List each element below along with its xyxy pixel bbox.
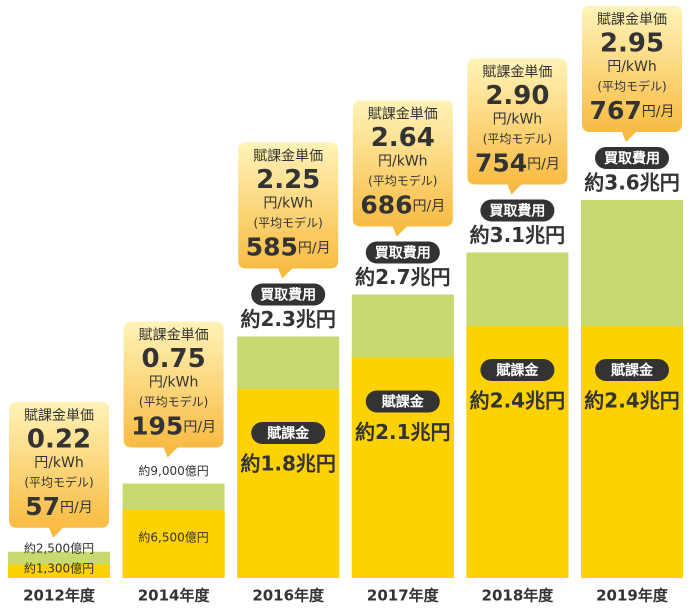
unit-price: 2.64 — [371, 123, 435, 153]
callout — [582, 6, 682, 142]
monthly: 195円/月 — [131, 412, 216, 441]
unit-price: 0.75 — [142, 344, 206, 374]
series-name: 賦課金 — [381, 394, 425, 411]
series-pill — [595, 359, 669, 381]
callout-title: 賦課金単価 — [482, 65, 552, 81]
levy-label: 約1,300億円 — [24, 561, 94, 576]
callout — [467, 58, 568, 195]
series-name: 賦課金 — [610, 362, 654, 379]
monthly-unit: 円/月 — [642, 104, 675, 120]
callout-title: 賦課金単価 — [253, 149, 323, 165]
unit-price: 2.90 — [485, 81, 549, 111]
x-tick-label: 2016年度 — [252, 587, 325, 605]
series-pill — [365, 241, 440, 264]
monthly-unit: 円/月 — [413, 199, 446, 215]
purchase-label: 約9,000億円 — [138, 463, 208, 478]
unit-price: 0.22 — [27, 424, 91, 454]
monthly-unit: 円/月 — [183, 420, 216, 436]
series-pill — [365, 390, 440, 413]
series-pill — [480, 199, 555, 222]
monthly-unit: 円/月 — [527, 157, 560, 173]
model-label: (平均モデル) — [597, 79, 666, 94]
monthly-value: 686 — [360, 191, 412, 220]
unit-price-unit: 円/kWh — [378, 154, 428, 170]
monthly-value: 195 — [131, 412, 183, 441]
purchase-label: 約2.3兆円 — [240, 307, 335, 331]
series-pill — [251, 422, 326, 444]
model-label: (平均モデル) — [139, 394, 208, 409]
series-pill — [251, 283, 326, 306]
unit-price: 2.25 — [256, 165, 320, 195]
series-pill — [595, 147, 669, 169]
purchase-label: 約3.1兆円 — [470, 223, 565, 247]
unit-price: 2.95 — [600, 29, 664, 59]
series-name: 賦課金 — [495, 362, 539, 379]
monthly: 686円/月 — [360, 191, 445, 220]
model-label: (平均モデル) — [254, 215, 323, 230]
monthly: 767円/月 — [590, 96, 675, 125]
callout-title: 賦課金単価 — [597, 12, 667, 28]
purchase-label: 約2.7兆円 — [355, 265, 450, 289]
series-name: 賦課金 — [266, 425, 310, 442]
series-name: 買取費用 — [375, 245, 431, 262]
callout-title: 賦課金単価 — [24, 408, 94, 424]
callout — [238, 142, 339, 279]
levy-label: 約2.4兆円 — [584, 389, 679, 413]
monthly: 754円/月 — [475, 149, 560, 178]
unit-price-unit: 円/kWh — [34, 455, 84, 471]
monthly-value: 754 — [475, 149, 527, 178]
model-label: (平均モデル) — [483, 131, 552, 146]
callout-title: 賦課金単価 — [368, 107, 438, 123]
monthly-value: 585 — [246, 233, 298, 262]
unit-price-unit: 円/kWh — [149, 375, 199, 391]
callout-title: 賦課金単価 — [139, 328, 209, 344]
monthly-value: 57 — [25, 492, 60, 521]
levy-label: 約2.4兆円 — [470, 389, 565, 413]
unit-price-unit: 円/kWh — [263, 196, 313, 212]
x-tick-label: 2017年度 — [367, 587, 440, 605]
monthly-unit: 円/月 — [60, 500, 93, 516]
x-tick-label: 2012年度 — [23, 587, 96, 605]
series-name: 買取費用 — [604, 150, 660, 167]
x-tick-label: 2014年度 — [138, 587, 211, 605]
series-name: 買取費用 — [489, 203, 545, 220]
unit-price-unit: 円/kWh — [607, 59, 657, 75]
bar-levy — [122, 509, 225, 578]
callout — [123, 321, 224, 458]
x-tick-label: 2018年度 — [482, 587, 555, 605]
series-name: 買取費用 — [260, 287, 316, 304]
x-tick-label: 2019年度 — [596, 587, 669, 605]
bar-levy — [237, 389, 340, 578]
bar-levy — [8, 564, 110, 578]
callout — [352, 100, 453, 237]
monthly-value: 767 — [590, 96, 642, 125]
levy-label: 約6,500億円 — [138, 529, 208, 544]
purchase-label: 約3.6兆円 — [584, 171, 679, 195]
model-label: (平均モデル) — [368, 173, 437, 188]
monthly: 585円/月 — [246, 233, 331, 262]
monthly-unit: 円/月 — [298, 241, 331, 257]
levy-label: 約1.8兆円 — [240, 452, 335, 476]
levy-label: 約2.1兆円 — [355, 420, 450, 444]
purchase-label: 約2,500億円 — [24, 540, 94, 555]
callout — [9, 401, 109, 538]
unit-price-unit: 円/kWh — [493, 112, 543, 128]
series-pill — [480, 359, 555, 381]
model-label: (平均モデル) — [24, 474, 93, 489]
monthly: 57円/月 — [25, 492, 93, 521]
